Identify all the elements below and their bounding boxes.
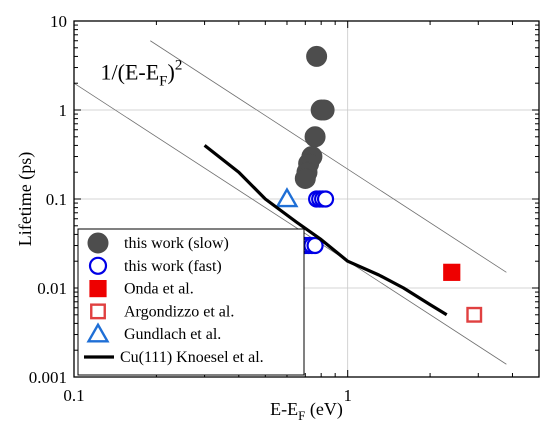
legend-label: Onda et al. [124,281,194,298]
legend-box [77,228,305,376]
legend-item: Cu(111) Knoesel et al. [84,349,264,366]
y-axis-label: Lifetime (ps) [15,152,36,246]
data-point [316,190,335,208]
y-tick-label: 0.1 [46,190,67,209]
legend-marker [90,303,106,320]
data-point [306,45,328,67]
data-point [306,236,324,255]
data-point [466,306,483,323]
legend-marker [87,232,109,254]
data-point [313,99,335,121]
legend-label: Cu(111) Knoesel et al. [120,349,264,366]
legend-item: Argondizzo et al. [90,303,234,320]
x-tick-label: 1 [343,386,352,405]
axis-ticks: 0.1 1 0.001 0.01 0.1 1 10 [29,12,540,405]
data-point [294,167,316,189]
legend-label: Gundlach et al. [124,326,221,343]
annotation-close: ) [168,60,175,85]
series-line [203,144,448,317]
y-tick-label: 10 [50,12,67,31]
legend-marker [86,322,110,343]
data-point [275,187,299,208]
legend-item: this work (fast) [88,256,222,275]
legend-item: this work (slow) [87,232,229,254]
series-0 [294,45,335,189]
legend-item: Gundlach et al. [86,322,221,343]
series-2 [443,263,461,281]
x-axis-label-sub: F [298,408,305,423]
legend-item: Onda et al. [89,280,194,298]
legend-label: Argondizzo et al. [124,303,234,320]
data-point [304,126,326,148]
x-axis-label-tail: (eV) [305,399,342,420]
legend-marker [89,280,107,298]
reference-line [150,40,507,273]
legend-marker [88,256,108,275]
series-3 [466,306,483,323]
slope-annotation: 1/(E-EF)2 [101,58,183,90]
annotation-sup: 2 [175,58,183,74]
y-tick-label: 0.01 [37,279,67,298]
x-axis-label: E-EF (eV) [270,399,343,423]
legend: this work (slow) this work (fast) Onda et … [77,228,305,376]
series-5 [203,144,448,317]
y-tick-label: 0.001 [29,368,67,387]
data-point [443,263,461,281]
data-series [203,45,483,323]
x-axis-label-main: E-E [270,399,298,419]
annotation-sub: F [159,74,167,90]
annotation-main: 1/(E-E [101,60,160,85]
legend-label: this work (fast) [124,258,222,275]
reference-lines [73,40,507,365]
x-tick-label: 0.1 [63,386,84,405]
reference-line [73,82,507,365]
legend-label: this work (slow) [124,235,229,252]
series-4 [275,187,299,208]
y-tick-label: 1 [59,101,68,120]
